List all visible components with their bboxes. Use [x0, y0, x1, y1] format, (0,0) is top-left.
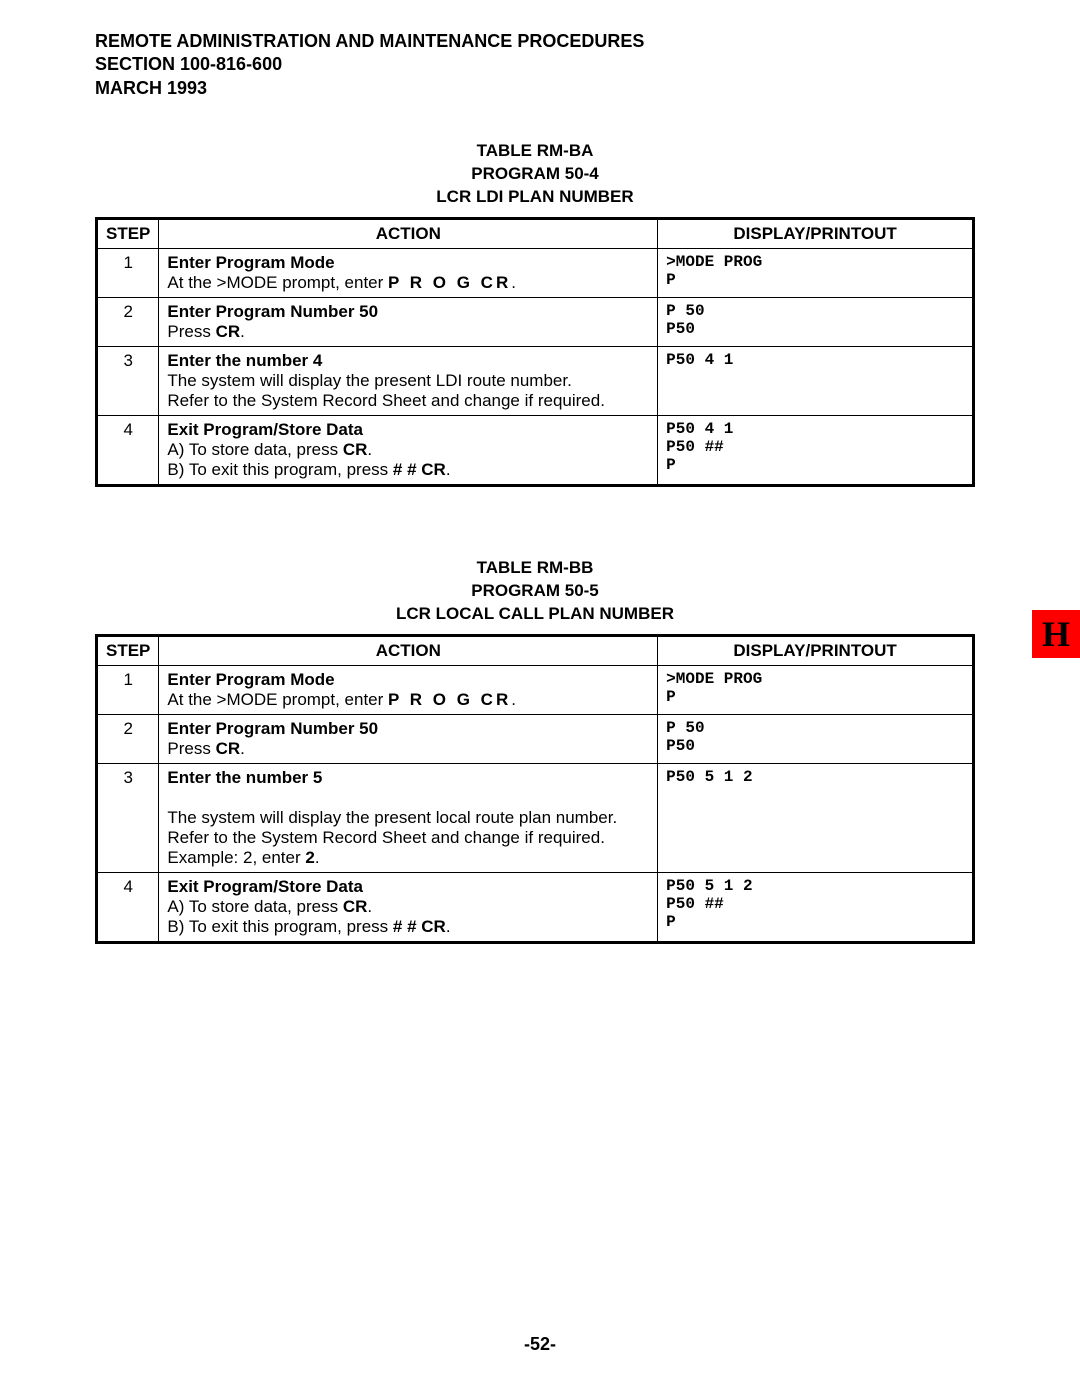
action-text: At the >MODE prompt, enter [167, 273, 388, 292]
action-body: The system will display the present LDI … [167, 371, 649, 411]
display-cell: P 50 P50 [658, 714, 974, 763]
action-suffix: . [367, 897, 372, 916]
table-row: 3 Enter the number 5 The system will dis… [97, 763, 974, 872]
display-cell: >MODE PROG P [658, 248, 974, 297]
header-line-3: MARCH 1993 [95, 77, 975, 100]
action-cell: Exit Program/Store Data A) To store data… [159, 415, 658, 485]
header-line-2: SECTION 100-816-600 [95, 53, 975, 76]
table1-title-line2: PROGRAM 50-4 [95, 163, 975, 186]
display-cell: P50 4 1 P50 ## P [658, 415, 974, 485]
action-suffix: . [240, 322, 245, 341]
action-cell: Enter Program Mode At the >MODE prompt, … [159, 665, 658, 714]
step-number: 1 [97, 248, 159, 297]
table-row: 3 Enter the number 4 The system will dis… [97, 346, 974, 415]
table1-title-line1: TABLE RM-BA [95, 140, 975, 163]
step-number: 2 [97, 714, 159, 763]
action-cell: Exit Program/Store Data A) To store data… [159, 872, 658, 942]
action-keys: 2 [305, 848, 314, 867]
action-title: Exit Program/Store Data [167, 420, 649, 440]
action-text: Press [167, 322, 215, 341]
action-body: At the >MODE prompt, enter P R O G CR. [167, 273, 649, 293]
action-text: The system will display the present loca… [167, 808, 617, 867]
step-number: 1 [97, 665, 159, 714]
action-keys: P R O G CR [388, 690, 511, 709]
action-keys: CR [216, 739, 241, 758]
action-suffix: . [446, 917, 451, 936]
action-title: Enter Program Number 50 [167, 302, 649, 322]
action-suffix: . [511, 273, 516, 292]
header-line-1: REMOTE ADMINISTRATION AND MAINTENANCE PR… [95, 30, 975, 53]
action-suffix: . [367, 440, 372, 459]
action-text: Press [167, 739, 215, 758]
action-body: Press CR. [167, 322, 649, 342]
display-cell: P 50 P50 [658, 297, 974, 346]
document-page: REMOTE ADMINISTRATION AND MAINTENANCE PR… [95, 30, 975, 1014]
action-text: At the >MODE prompt, enter [167, 690, 388, 709]
action-body: A) To store data, press CR. B) To exit t… [167, 440, 649, 480]
action-keys: # # CR [393, 460, 446, 479]
step-number: 3 [97, 346, 159, 415]
table-row: 4 Exit Program/Store Data A) To store da… [97, 415, 974, 485]
display-cell: P50 5 1 2 [658, 763, 974, 872]
action-text: B) To exit this program, press [167, 460, 393, 479]
document-header: REMOTE ADMINISTRATION AND MAINTENANCE PR… [95, 30, 975, 100]
action-suffix: . [511, 690, 516, 709]
table2-title-line2: PROGRAM 50-5 [95, 580, 975, 603]
action-body: The system will display the present loca… [167, 788, 649, 868]
action-title: Enter the number 5 [167, 768, 649, 788]
table-row: 4 Exit Program/Store Data A) To store da… [97, 872, 974, 942]
action-text: A) To store data, press [167, 440, 342, 459]
page-number: -52- [0, 1334, 1080, 1355]
table-row: 1 Enter Program Mode At the >MODE prompt… [97, 248, 974, 297]
display-cell: P50 4 1 [658, 346, 974, 415]
action-body: Press CR. [167, 739, 649, 759]
action-cell: Enter the number 5 The system will displ… [159, 763, 658, 872]
table1-title-line3: LCR LDI PLAN NUMBER [95, 186, 975, 209]
col-display: DISPLAY/PRINTOUT [658, 635, 974, 665]
table-rm-ba: STEP ACTION DISPLAY/PRINTOUT 1 Enter Pro… [95, 217, 975, 487]
step-number: 3 [97, 763, 159, 872]
display-cell: P50 5 1 2 P50 ## P [658, 872, 974, 942]
action-cell: Enter Program Number 50 Press CR. [159, 714, 658, 763]
table2-title: TABLE RM-BB PROGRAM 50-5 LCR LOCAL CALL … [95, 557, 975, 626]
col-action: ACTION [159, 218, 658, 248]
action-suffix: . [446, 460, 451, 479]
table-row: 1 Enter Program Mode At the >MODE prompt… [97, 665, 974, 714]
action-keys: P R O G CR [388, 273, 511, 292]
action-title: Enter Program Number 50 [167, 719, 649, 739]
action-text: A) To store data, press [167, 897, 342, 916]
step-number: 4 [97, 415, 159, 485]
step-number: 2 [97, 297, 159, 346]
action-suffix: . [240, 739, 245, 758]
action-cell: Enter the number 4 The system will displ… [159, 346, 658, 415]
action-title: Enter Program Mode [167, 253, 649, 273]
table-row: 2 Enter Program Number 50 Press CR. P 50… [97, 297, 974, 346]
action-text: B) To exit this program, press [167, 917, 393, 936]
action-cell: Enter Program Mode At the >MODE prompt, … [159, 248, 658, 297]
action-keys: CR [343, 440, 368, 459]
table2-title-line1: TABLE RM-BB [95, 557, 975, 580]
col-action: ACTION [159, 635, 658, 665]
section-tab: H [1032, 610, 1080, 658]
action-keys: # # CR [393, 917, 446, 936]
action-title: Enter Program Mode [167, 670, 649, 690]
action-title: Enter the number 4 [167, 351, 649, 371]
action-body: At the >MODE prompt, enter P R O G CR. [167, 690, 649, 710]
table-row: 2 Enter Program Number 50 Press CR. P 50… [97, 714, 974, 763]
action-cell: Enter Program Number 50 Press CR. [159, 297, 658, 346]
action-keys: CR [216, 322, 241, 341]
display-cell: >MODE PROG P [658, 665, 974, 714]
table-rm-bb: STEP ACTION DISPLAY/PRINTOUT 1 Enter Pro… [95, 634, 975, 944]
step-number: 4 [97, 872, 159, 942]
table2-title-line3: LCR LOCAL CALL PLAN NUMBER [95, 603, 975, 626]
action-suffix: . [315, 848, 320, 867]
col-display: DISPLAY/PRINTOUT [658, 218, 974, 248]
action-keys: CR [343, 897, 368, 916]
col-step: STEP [97, 635, 159, 665]
col-step: STEP [97, 218, 159, 248]
table1-title: TABLE RM-BA PROGRAM 50-4 LCR LDI PLAN NU… [95, 140, 975, 209]
action-title: Exit Program/Store Data [167, 877, 649, 897]
action-body: A) To store data, press CR. B) To exit t… [167, 897, 649, 937]
